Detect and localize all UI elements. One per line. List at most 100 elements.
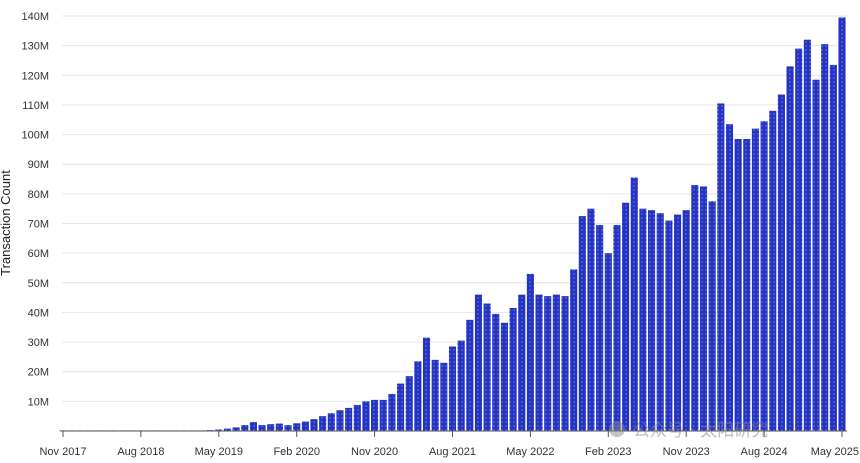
bar xyxy=(587,208,595,431)
wechat-icon xyxy=(609,421,625,437)
bar xyxy=(526,273,534,431)
bar xyxy=(561,296,569,431)
bar xyxy=(431,359,439,431)
bar xyxy=(734,139,742,431)
bar xyxy=(552,294,560,431)
bar xyxy=(769,110,777,431)
x-tick-label: Nov 2023 xyxy=(663,446,710,458)
y-axis-ticks: 10M 20M 30M 40M 50M 60M 70M 80M 90M 100M 110M 120M 1… xyxy=(21,11,49,408)
bar xyxy=(301,421,309,431)
bar xyxy=(215,429,223,431)
x-tick-label: May 2019 xyxy=(195,446,243,458)
bar xyxy=(743,139,751,431)
bar xyxy=(673,214,682,431)
bar xyxy=(466,319,474,431)
bar xyxy=(414,361,422,431)
bar xyxy=(388,393,396,431)
bar xyxy=(492,313,500,431)
bar xyxy=(812,79,820,431)
y-tick-label: 20M xyxy=(28,367,49,379)
x-axis: Nov 2017 Aug 2018 May 2019 Feb 2020 Nov 2020… xyxy=(39,430,859,458)
bars xyxy=(59,17,846,432)
y-tick-label: 30M xyxy=(28,337,49,349)
x-tick-label: Nov 2020 xyxy=(351,446,398,458)
bar xyxy=(293,423,301,431)
bar xyxy=(630,177,638,431)
x-tick-label: May 2022 xyxy=(506,446,554,458)
bar xyxy=(405,376,413,431)
x-tick-label: May 2025 xyxy=(811,446,859,458)
y-tick-label: 10M xyxy=(28,396,49,408)
y-tick-label: 70M xyxy=(28,219,49,231)
y-tick-label: 120M xyxy=(21,70,49,82)
y-tick-label: 90M xyxy=(28,159,49,171)
y-tick-label: 80M xyxy=(28,189,49,201)
x-tick-label: Aug 2018 xyxy=(117,446,164,458)
bar xyxy=(665,220,673,431)
bar xyxy=(648,210,656,431)
bar xyxy=(483,303,491,431)
bar xyxy=(249,422,257,431)
bar xyxy=(622,202,630,431)
bar xyxy=(829,64,837,432)
bar xyxy=(725,124,734,432)
bar xyxy=(353,404,361,431)
bar xyxy=(241,425,249,431)
bar xyxy=(275,423,283,431)
y-tick-label: 50M xyxy=(28,278,49,290)
bar xyxy=(223,428,232,431)
y-tick-label: 40M xyxy=(28,307,49,319)
bar xyxy=(691,184,699,431)
y-axis-label: Transaction Count xyxy=(0,170,13,276)
bar xyxy=(258,425,266,431)
bar xyxy=(371,399,379,431)
bar xyxy=(570,269,578,431)
y-tick-label: 140M xyxy=(21,11,49,23)
bar xyxy=(379,399,387,431)
bar xyxy=(362,401,370,431)
bar xyxy=(717,103,725,432)
x-tick-label: Nov 2017 xyxy=(39,446,86,458)
bar xyxy=(336,410,344,431)
bar xyxy=(535,294,543,431)
bar xyxy=(509,307,517,431)
x-tick-label: Feb 2020 xyxy=(273,446,319,458)
bar xyxy=(474,294,483,431)
bar xyxy=(838,17,846,431)
bar xyxy=(639,208,647,431)
bar xyxy=(284,425,292,431)
bar xyxy=(319,416,327,431)
bar xyxy=(327,413,335,431)
bar xyxy=(457,340,465,431)
bar xyxy=(422,337,431,431)
bar xyxy=(544,296,552,431)
bar xyxy=(682,210,690,431)
bar xyxy=(821,44,829,432)
bar xyxy=(448,346,457,431)
y-tick-label: 130M xyxy=(21,41,49,53)
bar xyxy=(803,39,811,431)
bar xyxy=(613,224,621,431)
x-tick-label: Feb 2023 xyxy=(585,446,631,458)
bar xyxy=(656,213,664,431)
y-tick-label: 100M xyxy=(21,130,49,142)
bar xyxy=(699,186,708,431)
bar xyxy=(267,424,275,431)
watermark-text: 公众号 · 太阳研究 xyxy=(633,421,768,441)
bar xyxy=(345,407,353,431)
bar xyxy=(440,362,448,431)
bar xyxy=(777,94,785,431)
bar xyxy=(604,253,612,431)
bar xyxy=(518,294,526,431)
bar xyxy=(751,128,759,431)
bar xyxy=(760,121,768,431)
x-tick-label: Aug 2021 xyxy=(429,446,476,458)
bar xyxy=(708,201,716,431)
bar xyxy=(397,383,405,431)
x-tick-label: Aug 2024 xyxy=(741,446,788,458)
bar xyxy=(232,427,240,431)
y-tick-label: 60M xyxy=(28,248,49,260)
y-tick-label: 110M xyxy=(22,100,49,112)
bar xyxy=(578,216,586,431)
